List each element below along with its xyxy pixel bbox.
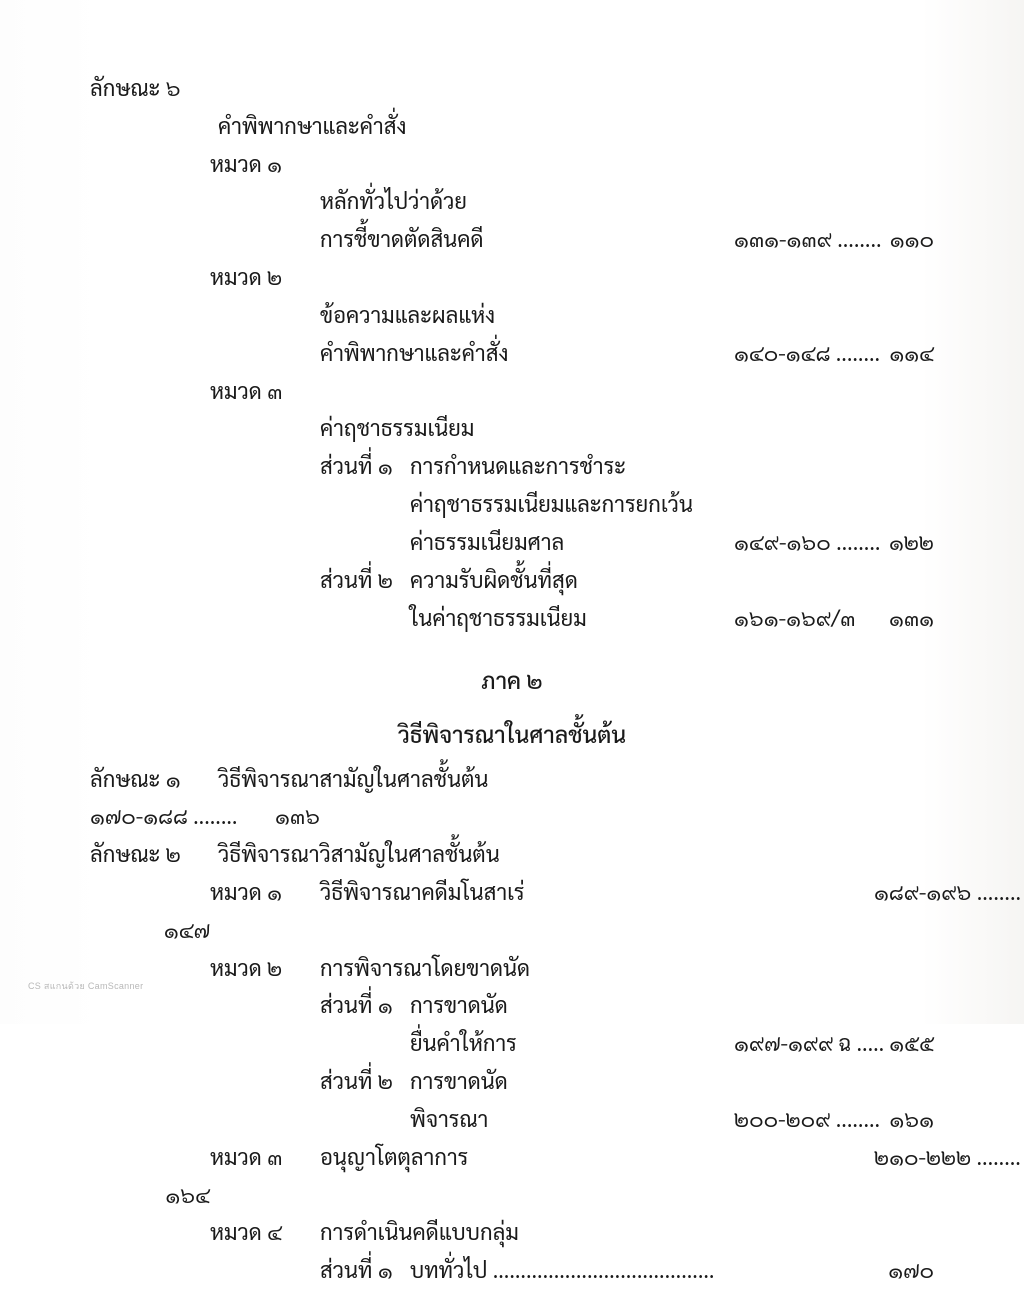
toc-text: ค่าฤชาธรรมเนียมและการยกเว้น: [410, 486, 734, 524]
toc-row: หมวด ๑ วิธีพิจารณาคดีมโนสาเร่ ๑๘๙-๑๙๖ ๑๔…: [90, 874, 934, 950]
muad-label: หมวด ๒: [210, 950, 320, 988]
toc-row: หมวด ๒ การพิจารณาโดยขาดนัด: [90, 950, 934, 988]
toc-row: พิจารณา ๒๐๐-๒๐๙ ๑๖๑: [90, 1101, 934, 1139]
page-number: ๑๑๔: [874, 335, 934, 373]
suan-label: ส่วนที่ ๑: [320, 448, 410, 486]
toc-text: วิธีพิจารณาคดีมโนสาเร่: [320, 874, 734, 912]
toc-text: ในค่าฤชาธรรมเนียม: [410, 600, 734, 638]
toc-row: ในค่าฤชาธรรมเนียม ๑๖๑-๑๖๙/๓ ๑๓๑: [90, 600, 934, 638]
toc-row: หมวด ๔ การดำเนินคดีแบบกลุ่ม: [90, 1214, 934, 1252]
toc-text: การพิจารณาโดยขาดนัด: [320, 950, 734, 988]
scanner-watermark: CS สแกนด้วย CamScanner: [28, 979, 143, 994]
muad-label: หมวด ๓: [210, 1139, 320, 1177]
toc-text: การดำเนินคดีแบบกลุ่ม: [320, 1214, 734, 1252]
toc-text: ค่าธรรมเนียมศาล: [410, 524, 734, 562]
toc-row: หมวด ๒ ข้อความและผลแห่ง: [90, 259, 934, 335]
muad-label: หมวด ๑: [210, 146, 320, 184]
section-range: ๑๙๗-๑๙๙ ฉ .....: [734, 1025, 874, 1063]
suan-label: ส่วนที่ ๑: [320, 1252, 410, 1290]
toc-text: ค่าฤชาธรรมเนียม: [320, 410, 734, 448]
toc-text: วิธีพิจารณาสามัญในศาลชั้นต้น: [210, 761, 734, 799]
toc-row: หมวด ๓ อนุญาโตตุลาการ ๒๑๐-๒๒๒ ๑๖๔: [90, 1139, 934, 1215]
page-number: ๑๑๐: [874, 221, 934, 259]
page-number: ๑๖๑: [874, 1101, 934, 1139]
page-number: ๑๓๑: [874, 600, 934, 638]
page-number: ๑๕๕: [874, 1025, 934, 1063]
toc-row: ส่วนที่ ๒ ความรับผิดชั้นที่สุด: [90, 562, 934, 600]
muad-label: หมวด ๒: [210, 259, 320, 297]
suan-label: ส่วนที่ ๒: [320, 1063, 410, 1101]
toc-text: อนุญาโตตุลาการ: [320, 1139, 734, 1177]
toc-row: ยื่นคำให้การ ๑๙๗-๑๙๙ ฉ ..... ๑๕๕: [90, 1025, 934, 1063]
toc-row: หมวด ๑ หลักทั่วไปว่าด้วย: [90, 146, 934, 222]
toc-row: ลักษณะ ๑ วิธีพิจารณาสามัญในศาลชั้นต้น ๑๗…: [90, 761, 934, 837]
toc-text: การกำหนดและการชำระ: [410, 448, 734, 486]
suan-label: ส่วนที่ ๑: [320, 987, 410, 1025]
muad-label: หมวด ๔: [210, 1214, 320, 1252]
page-number: ๑๗๐: [874, 1252, 934, 1290]
toc-row: ส่วนที่ ๑ การกำหนดและการชำระ: [90, 448, 934, 486]
toc-text: ความรับผิดชั้นที่สุด: [410, 562, 734, 600]
section-range: ๑๔๙-๑๖๐: [734, 524, 874, 562]
page-number: ๑๒๒: [874, 524, 934, 562]
toc-row: ลักษณะ ๒ วิธีพิจารณาวิสามัญในศาลชั้นต้น: [90, 836, 934, 874]
document-page: ลักษณะ ๖ คำพิพากษาและคำสั่ง หมวด ๑ หลักท…: [0, 0, 1024, 1024]
toc-row: ส่วนที่ ๑ การขาดนัด: [90, 987, 934, 1025]
toc-text: การชี้ขาดตัดสินคดี: [320, 221, 734, 259]
toc-text: คำพิพากษาและคำสั่ง: [210, 108, 734, 146]
section-range: ๑๗๐-๑๘๘: [90, 798, 210, 836]
section-range: ๑๖๑-๑๖๙/๓: [734, 600, 874, 638]
laksana-label: ลักษณะ ๖: [90, 70, 210, 108]
part-number: ภาค ๒: [90, 661, 934, 701]
toc-text: พิจารณา: [410, 1101, 734, 1139]
toc-text: การขาดนัด: [410, 987, 734, 1025]
section-range: ๑๓๑-๑๓๙: [734, 221, 874, 259]
section-range: ๑๔๐-๑๔๘: [734, 335, 874, 373]
page-number: ๑๔๗: [90, 912, 210, 950]
page-number: ๑๖๔: [90, 1177, 210, 1215]
page-number: ๑๓๖: [210, 798, 320, 836]
toc-row: การชี้ขาดตัดสินคดี ๑๓๑-๑๓๙ ๑๑๐: [90, 221, 934, 259]
toc-text: ข้อความและผลแห่ง: [320, 297, 734, 335]
section-range: ๒๑๐-๒๒๒: [874, 1139, 934, 1177]
toc-text: หลักทั่วไปว่าด้วย: [320, 183, 734, 221]
laksana-label: ลักษณะ ๑: [90, 761, 210, 799]
toc-row: หมวด ๓ ค่าฤชาธรรมเนียม: [90, 373, 934, 449]
toc-text: วิธีพิจารณาวิสามัญในศาลชั้นต้น: [210, 836, 734, 874]
section-range: ๑๘๙-๑๙๖: [874, 874, 934, 912]
toc-row: ส่วนที่ ๒ การขาดนัด: [90, 1063, 934, 1101]
toc-text: ยื่นคำให้การ: [410, 1025, 734, 1063]
toc-row: ค่าธรรมเนียมศาล ๑๔๙-๑๖๐ ๑๒๒: [90, 524, 934, 562]
laksana-label: ลักษณะ ๒: [90, 836, 210, 874]
toc-row: คำพิพากษาและคำสั่ง ๑๔๐-๑๔๘ ๑๑๔: [90, 335, 934, 373]
toc-text: การขาดนัด: [410, 1063, 734, 1101]
toc-row: ส่วนที่ ๑ บททั่วไป ๑๗๐: [90, 1252, 934, 1290]
toc-text: บททั่วไป: [410, 1252, 734, 1290]
muad-label: หมวด ๓: [210, 373, 320, 411]
toc-row: ลักษณะ ๖ คำพิพากษาและคำสั่ง: [90, 70, 934, 146]
toc-text: คำพิพากษาและคำสั่ง: [320, 335, 734, 373]
suan-label: ส่วนที่ ๒: [320, 562, 410, 600]
toc-row: ค่าฤชาธรรมเนียมและการยกเว้น: [90, 486, 934, 524]
part-title: วิธีพิจารณาในศาลชั้นต้น: [90, 715, 934, 755]
muad-label: หมวด ๑: [210, 874, 320, 912]
section-range: ๒๐๐-๒๐๙: [734, 1101, 874, 1139]
